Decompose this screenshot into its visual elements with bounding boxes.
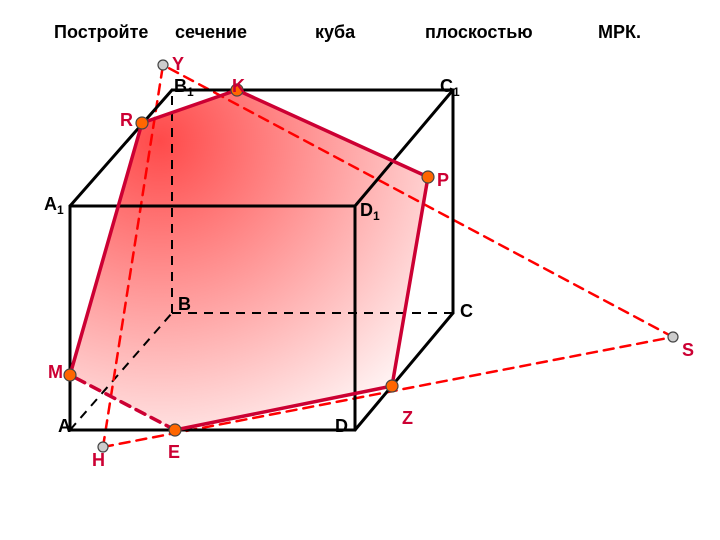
label-y: Y	[172, 54, 184, 74]
label-z: Z	[402, 408, 413, 428]
label-h: H	[92, 450, 105, 470]
section-polygon	[70, 90, 428, 430]
aux-point-y	[158, 60, 168, 70]
point-e	[169, 424, 181, 436]
label-s: S	[682, 340, 694, 360]
title: Постройте сечение куба плоскостью МРК.	[54, 22, 641, 42]
label-p: P	[437, 170, 449, 190]
title-word: Постройте	[54, 22, 148, 42]
point-m	[64, 369, 76, 381]
aux-point-s	[668, 332, 678, 342]
label-r: R	[120, 110, 133, 130]
label-e: E	[168, 442, 180, 462]
label-d: D	[335, 416, 348, 436]
label-k: K	[232, 76, 245, 96]
label-b: B	[178, 294, 191, 314]
point-r	[136, 117, 148, 129]
title-word: сечение	[175, 22, 247, 42]
title-word: МРК.	[598, 22, 641, 42]
title-word: плоскостью	[425, 22, 533, 42]
point-p	[422, 171, 434, 183]
label-a1: A1	[44, 194, 64, 217]
label-c1: C1	[440, 76, 460, 99]
point-z	[386, 380, 398, 392]
title-word: куба	[315, 22, 356, 42]
label-c: C	[460, 301, 473, 321]
label-a: A	[58, 416, 71, 436]
label-m: M	[48, 362, 63, 382]
diagram-canvas: Постройте сечение куба плоскостью МРК. A D C B A…	[0, 0, 720, 540]
